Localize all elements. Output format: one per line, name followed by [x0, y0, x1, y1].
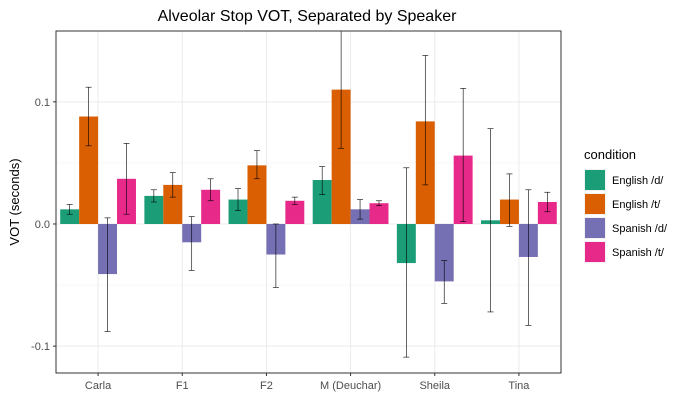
legend: condition English /d/English /t/Spanish …: [584, 147, 668, 263]
x-tick-label: Tina: [508, 380, 530, 392]
plot-background: [56, 31, 561, 373]
x-tick-label: F1: [176, 380, 189, 392]
bar: [285, 200, 305, 224]
legend-label: Spanish /d/: [612, 223, 668, 235]
legend-title: condition: [584, 147, 636, 162]
y-axis-title: VOT (seconds): [7, 158, 22, 245]
legend-label: English /d/: [612, 175, 664, 187]
x-tick-label: Sheila: [419, 380, 450, 392]
y-tick-label: -0.1: [31, 341, 50, 353]
bar: [312, 180, 332, 224]
legend-swatch: [585, 242, 605, 262]
legend-swatch: [585, 170, 605, 190]
bar: [228, 199, 248, 224]
legend-swatch: [585, 194, 605, 214]
bar: [144, 195, 164, 224]
error-bars: [66, 30, 551, 358]
x-tick-label: Carla: [85, 380, 112, 392]
bar: [60, 209, 80, 224]
bar: [163, 184, 183, 224]
chart-title: Alveolar Stop VOT, Separated by Speaker: [158, 8, 458, 25]
bar: [201, 189, 221, 224]
bar: [369, 203, 389, 224]
bar: [247, 165, 267, 224]
bar: [331, 89, 351, 224]
bar: [537, 202, 557, 224]
legend-label: Spanish /t/: [612, 247, 665, 259]
legend-swatch: [585, 218, 605, 238]
bar: [434, 223, 454, 282]
y-tick-label: 0.0: [35, 219, 50, 231]
x-tick-label: F2: [260, 380, 273, 392]
x-tick-label: M (Deuchar): [320, 380, 381, 392]
y-tick-label: 0.1: [35, 97, 50, 109]
legend-label: English /t/: [612, 199, 661, 211]
plot-panel: [55, 30, 562, 374]
axis-ticks: -0.1 0.0 0.1 Carla F1 F2 M (Deuchar) Sheila Tina: [31, 97, 530, 392]
bar: [79, 116, 99, 224]
